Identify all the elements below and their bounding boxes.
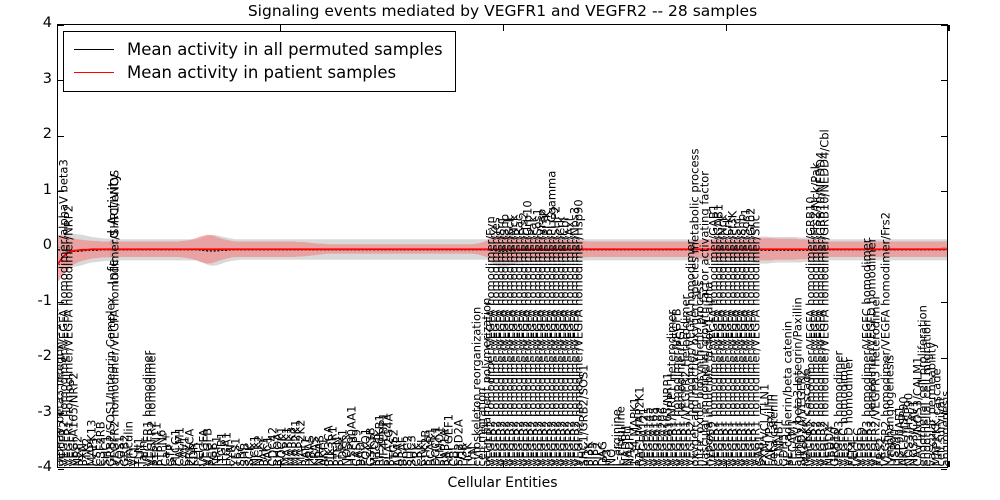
y-tick-label: 3	[42, 70, 52, 87]
y-tick-label: 4	[42, 15, 52, 31]
y-tick-mark-right	[941, 191, 947, 193]
x-axis-label: Cellular Entities	[447, 475, 558, 491]
legend-label-patient: Mean activity in patient samples	[127, 63, 397, 82]
x-tick-mark	[280, 25, 282, 31]
y-tick-label: -3	[37, 403, 52, 420]
y-tick-label: 0	[42, 237, 52, 253]
y-tick-label: -2	[37, 348, 52, 364]
y-tick-mark	[58, 413, 64, 415]
chart-title: Signaling events mediated by VEGFR1 and …	[247, 2, 758, 20]
x-tick-mark	[502, 461, 505, 467]
y-tick-mark	[58, 191, 64, 193]
x-tick-mark	[725, 25, 727, 31]
y-tick-label: -4	[37, 459, 52, 475]
legend-entry-patient: Mean activity in patient samples	[74, 61, 443, 84]
y-tick-mark	[58, 24, 64, 26]
confidence-bands	[58, 233, 947, 282]
x-tick-mark	[948, 25, 950, 31]
y-tick-mark-right	[941, 468, 947, 470]
mean-line-permuted	[58, 249, 947, 253]
y-tick-mark-right	[941, 357, 947, 359]
legend-entry-permuted: Mean activity in all permuted samples	[74, 38, 443, 61]
legend-label-permuted: Mean activity in all permuted samples	[127, 40, 443, 59]
x-tick-mark	[948, 461, 950, 467]
x-tick-mark	[280, 461, 282, 467]
legend-swatch-permuted	[74, 49, 114, 50]
y-tick-mark-right	[941, 80, 947, 82]
y-tick-label: 2	[42, 126, 52, 142]
plot-area	[58, 25, 947, 467]
confidence-band-patient	[58, 234, 947, 282]
y-tick-mark	[58, 357, 64, 359]
mean-line-patient	[58, 248, 947, 265]
y-tick-mark	[58, 80, 64, 82]
y-tick-mark-right	[941, 135, 947, 137]
y-tick-mark	[58, 302, 64, 304]
y-tick-label: 1	[42, 181, 52, 198]
y-tick-mark-right	[941, 24, 947, 26]
chart-legend: Mean activity in all permuted samples Me…	[63, 31, 456, 92]
y-tick-mark-right	[941, 413, 947, 415]
x-tick-mark	[725, 461, 727, 467]
y-tick-mark	[58, 135, 64, 137]
y-tick-label: -1	[37, 292, 52, 309]
y-tick-mark-right	[941, 302, 947, 304]
y-tick-mark	[58, 468, 64, 470]
mean-lines	[58, 248, 947, 265]
data-svg	[58, 233, 947, 282]
plot-axes: Inferred Activity 4 3 2 1 0 -1 -2 -3 -4	[38, 15, 950, 475]
legend-swatch-patient	[74, 72, 114, 73]
x-tick-mark	[502, 25, 505, 31]
